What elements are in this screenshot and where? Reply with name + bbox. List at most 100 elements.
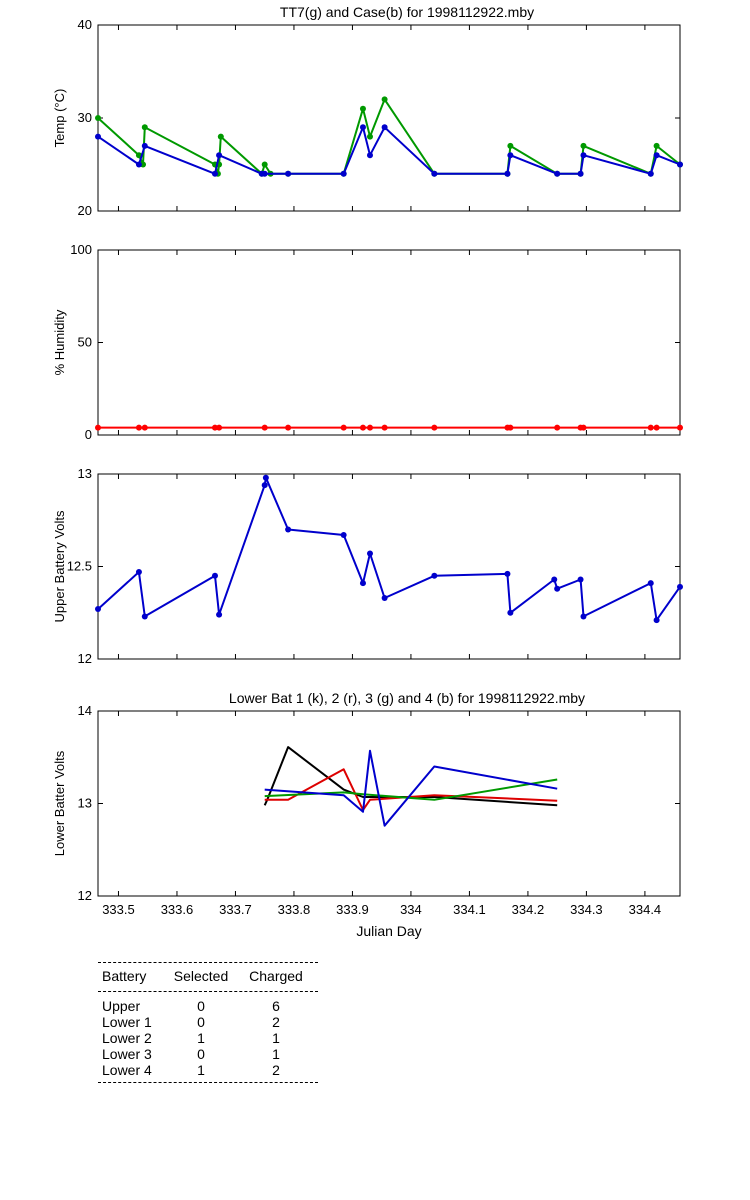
data-point (95, 606, 101, 613)
data-point (554, 424, 561, 431)
data-point (285, 526, 292, 533)
row-battery: Lower 4 (102, 1062, 152, 1078)
temp-panel: 20 30 40 TT7(g) and Case(b) for 1998112922.… (52, 4, 683, 218)
y-tick-label: 13 (78, 466, 92, 481)
y-tick-label: 30 (78, 110, 92, 125)
data-point (504, 570, 511, 577)
row-charged: 2 (272, 1062, 280, 1078)
table-header: Battery Selected Charged (98, 967, 318, 985)
data-point (507, 424, 514, 431)
data-point (647, 170, 654, 177)
x-tick-label: 334.3 (570, 902, 603, 917)
y-axis-label: Lower Batter Volts (52, 750, 67, 856)
header-selected: Selected (173, 968, 229, 984)
data-point (141, 124, 148, 131)
y-tick-label: 0 (85, 427, 92, 442)
data-point (359, 105, 366, 112)
y-axis-label: Upper Battery Volts (52, 510, 67, 622)
data-point (677, 161, 683, 168)
x-tick-label: 334 (400, 902, 422, 917)
chart-title: Lower Bat 1 (k), 2 (r), 3 (g) and 4 (b) … (229, 690, 585, 706)
y-tick-label: 12.5 (67, 559, 92, 574)
row-battery: Lower 1 (102, 1014, 152, 1030)
table-divider-bottom (98, 1082, 318, 1083)
data-point (580, 142, 587, 149)
series-line (264, 749, 558, 827)
x-tick-label: 334.2 (512, 902, 545, 917)
battery-table: Battery Selected Charged Upper 0 6 Lower… (98, 962, 318, 1083)
x-tick-label: 334.1 (453, 902, 486, 917)
plot-frame (97, 24, 681, 212)
x-tick-label: 333.7 (219, 902, 252, 917)
data-point (366, 133, 373, 140)
table-row: Upper 0 6 (98, 998, 318, 1014)
y-tick-label: 100 (70, 242, 92, 257)
data-point (653, 617, 660, 624)
data-point (554, 585, 561, 592)
data-point (216, 424, 223, 431)
row-selected: 0 (197, 998, 205, 1014)
data-point (141, 613, 148, 620)
row-selected: 1 (197, 1030, 205, 1046)
data-point (431, 170, 438, 177)
data-point (431, 424, 438, 431)
data-point (366, 424, 373, 431)
data-point (285, 424, 292, 431)
header-charged: Charged (249, 968, 303, 984)
data-point (507, 152, 514, 159)
data-point (359, 424, 366, 431)
data-point (216, 611, 223, 618)
y-tick-label: 12 (78, 888, 92, 903)
table-divider-mid (98, 991, 318, 992)
row-selected: 1 (197, 1062, 205, 1078)
data-point (261, 424, 268, 431)
x-tick-label: 333.6 (161, 902, 194, 917)
row-battery: Lower 3 (102, 1046, 152, 1062)
data-point (141, 142, 148, 149)
row-selected: 0 (197, 1046, 205, 1062)
data-point (381, 424, 388, 431)
data-point (677, 583, 683, 590)
data-point (359, 124, 366, 131)
data-point (366, 550, 373, 557)
row-charged: 6 (272, 998, 280, 1014)
data-point (217, 133, 224, 140)
y-tick-label: 14 (78, 703, 92, 718)
data-point (580, 152, 587, 159)
data-point (551, 576, 558, 583)
data-point (577, 170, 584, 177)
upper-panel: 12 12.5 13 Upper Battery Volts (52, 466, 683, 666)
table-row: Lower 4 1 2 (98, 1062, 318, 1078)
data-point (580, 424, 587, 431)
plot-frame (97, 473, 681, 660)
row-battery: Lower 2 (102, 1030, 152, 1046)
row-charged: 2 (272, 1014, 280, 1030)
table-row: Lower 2 1 1 (98, 1030, 318, 1046)
data-point (677, 424, 683, 431)
table-row: Lower 3 0 1 (98, 1046, 318, 1062)
series-line (264, 768, 558, 811)
data-point (577, 576, 584, 583)
table-row: Lower 1 0 2 (98, 1014, 318, 1030)
y-tick-label: 50 (78, 335, 92, 350)
data-point (135, 569, 142, 576)
data-point (653, 424, 660, 431)
data-point (95, 424, 101, 431)
data-point (216, 152, 223, 159)
y-axis-label: Temp (°C) (52, 89, 67, 148)
row-battery: Upper (102, 998, 141, 1014)
data-point (95, 115, 101, 121)
x-tick-label: 333.5 (102, 902, 135, 917)
data-point (261, 482, 268, 489)
data-point (340, 424, 347, 431)
data-point (381, 96, 388, 103)
data-point (431, 572, 438, 579)
y-tick-label: 40 (78, 17, 92, 32)
data-point (381, 594, 388, 601)
y-tick-label: 12 (78, 651, 92, 666)
row-selected: 0 (197, 1014, 205, 1030)
data-point (211, 572, 218, 579)
header-battery: Battery (102, 968, 147, 984)
series-line (97, 476, 681, 622)
